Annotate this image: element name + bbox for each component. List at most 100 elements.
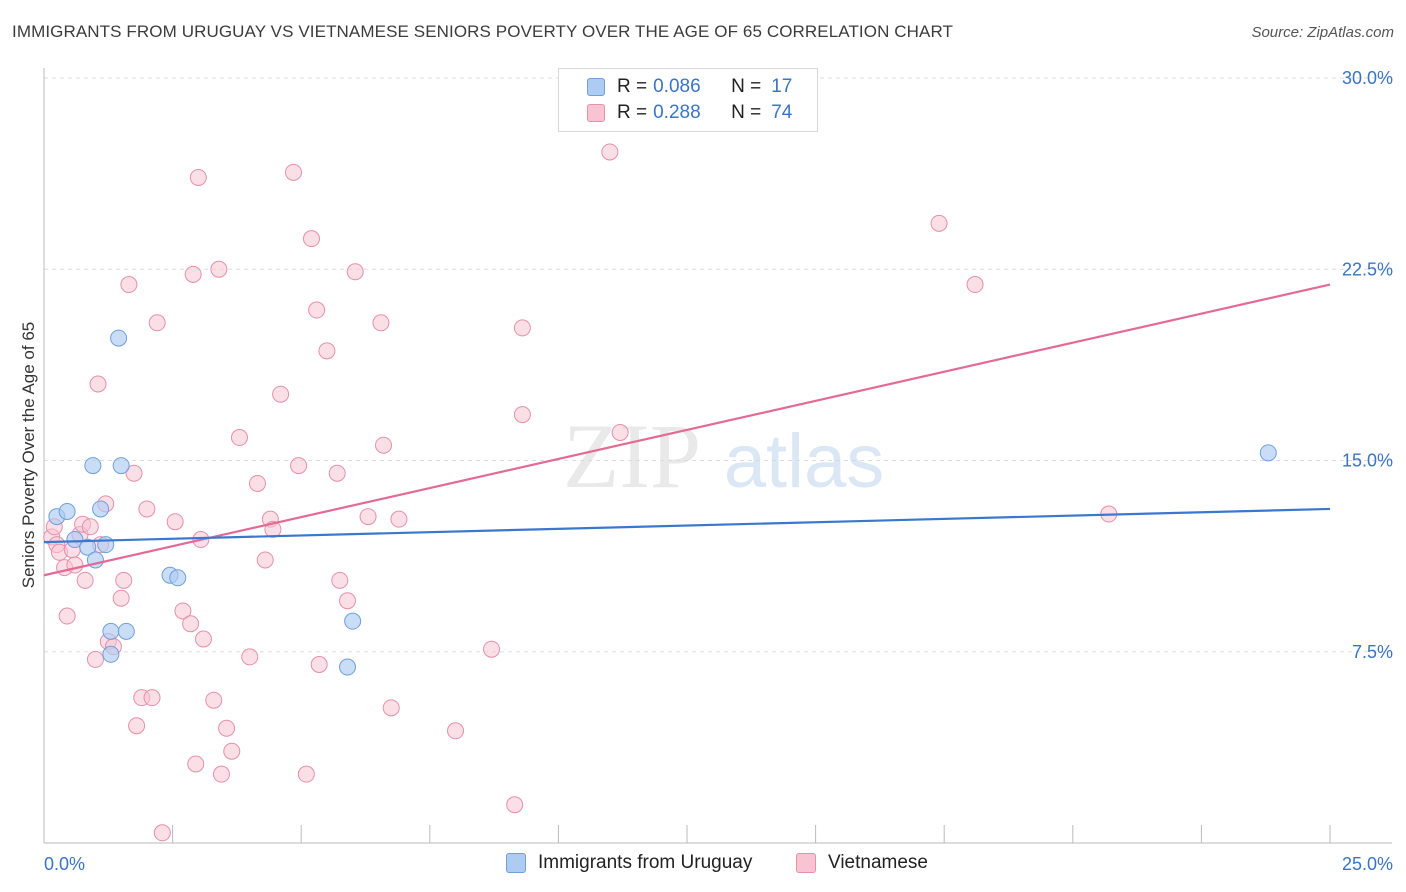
vietnamese-point	[128, 717, 146, 735]
vietnamese-point	[308, 301, 326, 319]
vietnamese-point	[328, 464, 346, 482]
vietnamese-point	[212, 765, 230, 783]
uruguay-point	[84, 457, 102, 475]
x-tick-label: 25.0%	[1342, 854, 1393, 874]
vietnamese-point	[256, 551, 274, 569]
uruguay-point	[58, 503, 76, 520]
uruguay-point	[1259, 444, 1277, 462]
vietnamese-point	[174, 602, 192, 620]
legend-row-vietnamese: R = 0.288 N = 74	[587, 101, 792, 125]
vietnamese-legend-label: Vietnamese	[828, 852, 928, 873]
vietnamese-trend-line	[43, 283, 1331, 577]
vietnamese-point	[223, 742, 241, 760]
vietnamese-point	[58, 607, 76, 625]
vietnamese-points	[43, 143, 1118, 842]
vietnamese-point	[601, 143, 619, 161]
vietnamese-point	[76, 571, 94, 589]
uruguay-point	[117, 622, 135, 640]
uruguay-point	[92, 500, 110, 518]
y-tick-label: 22.5%	[1342, 259, 1393, 279]
vietnamese-point	[241, 648, 259, 666]
trend-lines	[43, 283, 1331, 577]
uruguay-trend-line	[43, 507, 1331, 544]
vietnamese-point	[248, 474, 266, 492]
vietnamese-point	[611, 423, 629, 441]
vietnamese-point	[120, 276, 138, 294]
legend-r-value: 0.288	[653, 102, 701, 123]
bottom-legend-vietnamese: Vietnamese	[796, 852, 928, 874]
watermark-zip: ZIP	[563, 405, 701, 507]
bottom-legend-uruguay: Immigrants from Uruguay	[506, 852, 752, 874]
vietnamese-point	[513, 406, 531, 424]
vietnamese-point	[230, 429, 248, 447]
vietnamese-point	[205, 691, 223, 709]
vietnamese-point	[86, 650, 104, 668]
vietnamese-point	[506, 796, 524, 814]
vietnamese-point	[382, 699, 400, 717]
y-tick-label: 7.5%	[1352, 642, 1393, 662]
vietnamese-point	[966, 276, 984, 294]
uruguay-point	[102, 622, 120, 640]
uruguay-point	[79, 538, 97, 556]
vietnamese-point	[302, 230, 320, 248]
legend-n-label: N =	[731, 76, 762, 97]
legend-row-uruguay: R = 0.086 N = 17	[587, 75, 792, 99]
vietnamese-point	[338, 592, 356, 610]
uruguay-points	[48, 329, 1277, 676]
gridlines	[44, 77, 1392, 653]
uruguay-point	[102, 645, 120, 663]
vietnamese-point	[194, 630, 212, 648]
legend-r-value: 0.086	[653, 76, 701, 97]
vietnamese-point	[483, 640, 501, 658]
vietnamese-point	[346, 263, 364, 281]
vietnamese-point	[930, 214, 948, 232]
vietnamese-point	[513, 319, 531, 337]
vietnamese-point	[81, 518, 99, 536]
vietnamese-point	[290, 457, 308, 475]
vietnamese-point	[182, 615, 200, 633]
vietnamese-point	[331, 571, 349, 589]
vietnamese-point	[115, 571, 133, 589]
y-tick-label: 30.0%	[1342, 68, 1393, 88]
vietnamese-point	[359, 508, 377, 526]
uruguay-point	[338, 658, 356, 676]
vietnamese-point	[318, 342, 336, 360]
legend-n-value: 17	[771, 76, 793, 97]
x-tick-label: 0.0%	[44, 854, 85, 874]
vietnamese-point	[189, 168, 207, 186]
vietnamese-swatch	[587, 104, 605, 122]
vietnamese-point	[284, 163, 302, 181]
source-credit: Source: ZipAtlas.com	[1251, 24, 1394, 41]
vietnamese-point	[89, 375, 107, 393]
uruguay-legend-swatch	[506, 853, 526, 873]
uruguay-point	[112, 457, 130, 475]
vietnamese-point	[310, 656, 328, 673]
legend-n-label: N =	[731, 102, 762, 123]
vietnamese-point	[184, 265, 202, 283]
vietnamese-point	[112, 589, 130, 607]
stats-legend: R = 0.086 N = 17 R = 0.288 N = 74	[558, 68, 818, 132]
vietnamese-point	[272, 385, 290, 403]
legend-n-value: 74	[771, 102, 793, 123]
vietnamese-point	[125, 464, 143, 482]
vietnamese-point	[390, 510, 408, 528]
vietnamese-point	[447, 722, 465, 740]
uruguay-point	[110, 329, 128, 347]
vietnamese-point	[166, 513, 184, 531]
uruguay-legend-label: Immigrants from Uruguay	[538, 852, 753, 873]
legend-r-label: R =	[617, 102, 648, 123]
watermark-atlas: atlas	[724, 419, 885, 504]
vietnamese-point	[138, 500, 156, 518]
vietnamese-point	[218, 719, 236, 737]
uruguay-point	[66, 531, 84, 549]
axes	[43, 68, 1392, 844]
uruguay-swatch	[587, 78, 605, 96]
uruguay-point	[344, 612, 362, 630]
vietnamese-legend-swatch	[796, 853, 816, 873]
vietnamese-point	[187, 755, 205, 773]
tick-labels: 7.5% 15.0% 22.5% 30.0% 0.0% 25.0%	[44, 68, 1393, 874]
vietnamese-point	[148, 314, 166, 332]
vietnamese-point	[375, 436, 393, 454]
uruguay-point	[169, 569, 187, 587]
